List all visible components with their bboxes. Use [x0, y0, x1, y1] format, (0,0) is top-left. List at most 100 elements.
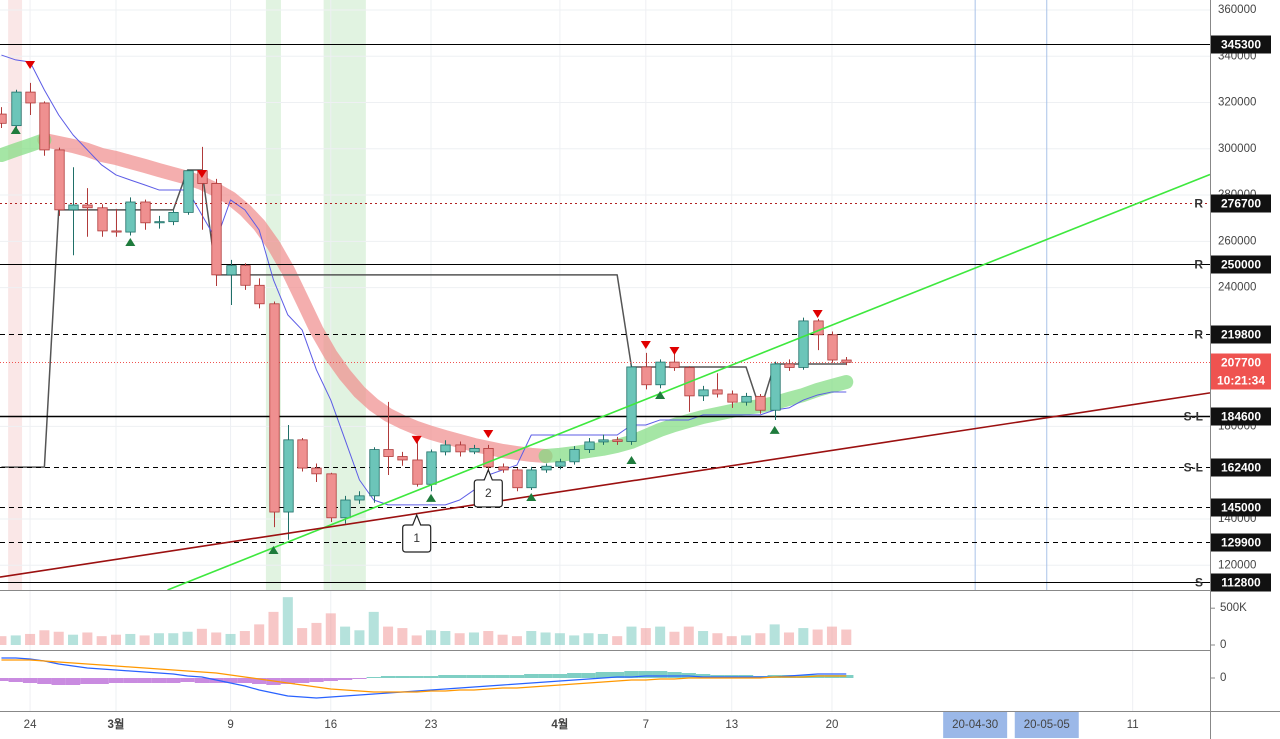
volume-bar	[483, 631, 494, 645]
x-tick-label: 23	[425, 719, 438, 731]
macd-histogram-bar	[294, 678, 310, 683]
volume-bar	[397, 628, 408, 645]
buy-signal	[655, 390, 666, 399]
callout-label: 2	[485, 486, 492, 500]
volume-bar	[311, 622, 322, 645]
macd-histogram-bar	[466, 675, 482, 678]
buy-signal	[769, 425, 780, 434]
candle-body	[455, 444, 466, 453]
volume-bar	[726, 636, 737, 645]
price-tag	[1211, 194, 1271, 213]
date-marker-tag	[943, 712, 1008, 738]
candle-body	[326, 473, 337, 519]
x-tick-label: 16	[324, 719, 337, 731]
macd-histogram-bar	[380, 676, 396, 678]
volume-bar	[526, 631, 537, 645]
candle-body	[54, 149, 65, 211]
grid-layer	[0, 0, 1210, 712]
x-tick-label: 11	[1127, 719, 1139, 731]
current-price-label: 207700	[1221, 356, 1261, 370]
macd-histogram-bar	[337, 678, 353, 680]
volume-bar	[96, 636, 107, 645]
macd-histogram-bar	[137, 678, 152, 683]
candle-body	[841, 359, 852, 363]
y-tick-label: 240000	[1218, 282, 1256, 294]
volume-bar	[812, 629, 823, 645]
volume-bar	[282, 597, 293, 645]
volume-bar	[454, 633, 465, 645]
ma-band	[538, 374, 854, 464]
volume-bar	[368, 611, 379, 645]
price-tag	[1211, 458, 1271, 477]
candle-body	[226, 265, 237, 276]
volume-bar	[612, 636, 623, 645]
macd-histogram-bar	[438, 675, 453, 678]
volume-bar	[340, 626, 351, 645]
y-tick-label: 120000	[1218, 559, 1256, 571]
date-marker-label: 20-05-05	[1024, 719, 1070, 731]
volume-bar	[325, 613, 336, 645]
candle-body	[541, 465, 552, 471]
volume-bar	[712, 633, 723, 645]
volume-bar	[225, 633, 236, 645]
macd-histogram-bar	[395, 676, 410, 678]
volume-bar	[440, 631, 451, 645]
macd-histogram-bar	[595, 672, 611, 678]
buy-signal	[426, 493, 437, 502]
candle-body	[698, 389, 709, 397]
macd-histogram-bar	[552, 674, 568, 678]
y-tick-label: 260000	[1218, 235, 1256, 247]
volume-bar	[68, 634, 79, 645]
price-tag	[1211, 533, 1271, 552]
price-tag	[1211, 573, 1271, 592]
macd-histogram-bar	[223, 678, 238, 683]
candle-body	[440, 444, 451, 453]
volume-bar	[383, 626, 394, 645]
volume-layer	[0, 597, 852, 645]
level-tag: S	[1195, 576, 1203, 590]
candle-body	[483, 447, 494, 468]
candle-body	[584, 441, 595, 450]
macd-histogram-bar	[151, 678, 167, 683]
sell-signal	[25, 61, 36, 70]
macd-histogram-bar	[409, 676, 424, 678]
trend-line	[167, 173, 1211, 591]
macd-histogram-bar	[22, 678, 38, 683]
candle-body	[11, 91, 22, 127]
countdown-label: 10:21:34	[1217, 374, 1265, 388]
macd-histogram-bar	[237, 678, 253, 683]
volume-bar	[268, 611, 279, 645]
volume-bar	[698, 631, 709, 645]
macd-histogram-bar	[0, 678, 9, 681]
macd-histogram-bar	[366, 677, 381, 678]
candle-body	[97, 207, 108, 232]
volume-bar	[25, 633, 36, 645]
macd-layer	[0, 657, 854, 699]
date-marker-tag	[1014, 712, 1079, 738]
volume-bar	[411, 635, 422, 645]
buy-signal	[10, 126, 21, 135]
candle-body	[39, 102, 50, 151]
volume-bar	[683, 626, 694, 645]
price-tag	[1211, 407, 1271, 426]
candle-body	[354, 495, 365, 501]
indicator-line	[1, 54, 847, 506]
macd-histogram-bar	[166, 678, 181, 683]
sell-signal	[640, 340, 651, 349]
volume-bar	[110, 634, 121, 645]
candle-body	[827, 334, 838, 361]
macd-histogram-bar	[581, 673, 596, 678]
y-tick-label: 360000	[1218, 4, 1256, 16]
candle-body	[283, 439, 294, 513]
macd-histogram-bar	[108, 678, 124, 683]
macd-histogram-bar	[667, 672, 682, 678]
x-tick-label: 3월	[107, 717, 124, 731]
buy-signal	[526, 492, 537, 501]
candle-body	[111, 230, 122, 233]
macd-histogram-bar	[51, 678, 66, 685]
price-tag	[1211, 498, 1271, 517]
volume-bar	[297, 628, 308, 645]
volume-bar	[10, 635, 21, 645]
